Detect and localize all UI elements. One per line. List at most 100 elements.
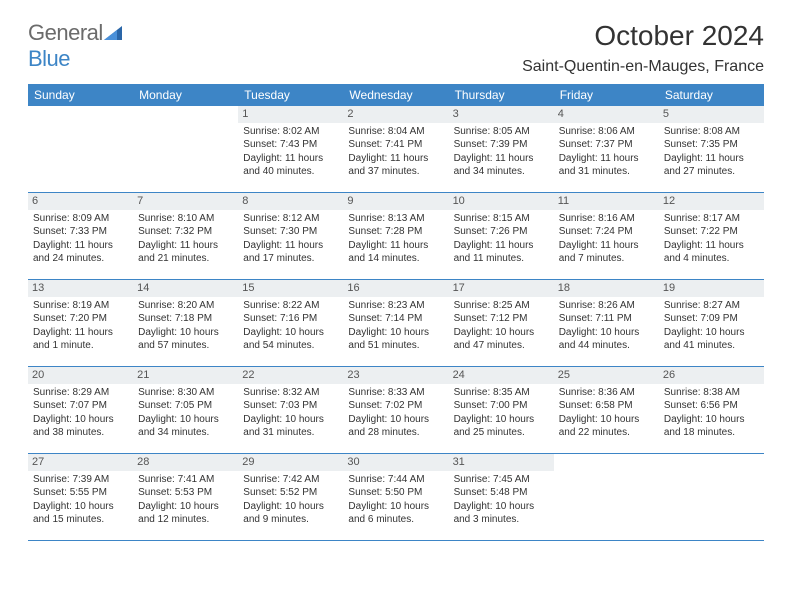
day-number: 19 bbox=[659, 280, 764, 297]
sunset-line: Sunset: 7:33 PM bbox=[33, 225, 128, 239]
daylight-line: Daylight: 11 hours and 34 minutes. bbox=[454, 152, 549, 179]
daylight-line: Daylight: 10 hours and 34 minutes. bbox=[138, 413, 233, 440]
weekday-monday: Monday bbox=[133, 84, 238, 106]
title-block: October 2024 Saint-Quentin-en-Mauges, Fr… bbox=[522, 20, 764, 76]
sunrise-line: Sunrise: 8:13 AM bbox=[348, 212, 443, 226]
weekday-header-row: SundayMondayTuesdayWednesdayThursdayFrid… bbox=[28, 84, 764, 106]
day-number: 1 bbox=[238, 106, 343, 123]
day-number: 27 bbox=[28, 454, 133, 471]
day-cell: 15Sunrise: 8:22 AMSunset: 7:16 PMDayligh… bbox=[238, 280, 343, 366]
daylight-line: Daylight: 10 hours and 12 minutes. bbox=[138, 500, 233, 527]
sunset-line: Sunset: 7:07 PM bbox=[33, 399, 128, 413]
sunrise-line: Sunrise: 8:27 AM bbox=[664, 299, 759, 313]
day-cell: 29Sunrise: 7:42 AMSunset: 5:52 PMDayligh… bbox=[238, 454, 343, 540]
day-cell: 7Sunrise: 8:10 AMSunset: 7:32 PMDaylight… bbox=[133, 193, 238, 279]
sunrise-line: Sunrise: 8:26 AM bbox=[559, 299, 654, 313]
month-title: October 2024 bbox=[522, 20, 764, 52]
sunrise-line: Sunrise: 8:30 AM bbox=[138, 386, 233, 400]
sunrise-line: Sunrise: 8:23 AM bbox=[348, 299, 443, 313]
sunset-line: Sunset: 7:30 PM bbox=[243, 225, 338, 239]
calendar-grid: SundayMondayTuesdayWednesdayThursdayFrid… bbox=[28, 84, 764, 541]
sunset-line: Sunset: 5:50 PM bbox=[348, 486, 443, 500]
day-cell: 26Sunrise: 8:38 AMSunset: 6:56 PMDayligh… bbox=[659, 367, 764, 453]
sunset-line: Sunset: 7:26 PM bbox=[454, 225, 549, 239]
sunrise-line: Sunrise: 8:16 AM bbox=[559, 212, 654, 226]
sunrise-line: Sunrise: 8:38 AM bbox=[664, 386, 759, 400]
day-number: 15 bbox=[238, 280, 343, 297]
daylight-line: Daylight: 11 hours and 11 minutes. bbox=[454, 239, 549, 266]
day-cell: 28Sunrise: 7:41 AMSunset: 5:53 PMDayligh… bbox=[133, 454, 238, 540]
sunset-line: Sunset: 7:41 PM bbox=[348, 138, 443, 152]
sunset-line: Sunset: 7:18 PM bbox=[138, 312, 233, 326]
weekday-saturday: Saturday bbox=[659, 84, 764, 106]
day-number: 2 bbox=[343, 106, 448, 123]
sunrise-line: Sunrise: 8:02 AM bbox=[243, 125, 338, 139]
day-number: 17 bbox=[449, 280, 554, 297]
calendar-weeks: 1 Sunrise: 8:02 AMSunset: 7:43 PM Daylight… bbox=[28, 106, 764, 541]
empty-cell bbox=[133, 106, 238, 192]
empty-cell bbox=[659, 454, 764, 540]
daylight-line: Daylight: 10 hours and 6 minutes. bbox=[348, 500, 443, 527]
day-cell: 6Sunrise: 8:09 AMSunset: 7:33 PMDaylight… bbox=[28, 193, 133, 279]
sunrise-line: Sunrise: 8:35 AM bbox=[454, 386, 549, 400]
sunset-line: Sunset: 7:05 PM bbox=[138, 399, 233, 413]
sunset-line: Sunset: 7:28 PM bbox=[348, 225, 443, 239]
sunrise-line: Sunrise: 8:05 AM bbox=[454, 125, 549, 139]
daylight-line: Daylight: 10 hours and 22 minutes. bbox=[559, 413, 654, 440]
day-cell: 11Sunrise: 8:16 AMSunset: 7:24 PMDayligh… bbox=[554, 193, 659, 279]
day-number: 24 bbox=[449, 367, 554, 384]
day-number: 4 bbox=[554, 106, 659, 123]
daylight-line: Daylight: 11 hours and 17 minutes. bbox=[243, 239, 338, 266]
sunset-line: Sunset: 7:03 PM bbox=[243, 399, 338, 413]
sunset-line: Sunset: 7:24 PM bbox=[559, 225, 654, 239]
sunrise-line: Sunrise: 7:39 AM bbox=[33, 473, 128, 487]
page-header: General Blue October 2024 Saint-Quentin-… bbox=[28, 20, 764, 76]
day-cell: 17Sunrise: 8:25 AMSunset: 7:12 PMDayligh… bbox=[449, 280, 554, 366]
day-number: 25 bbox=[554, 367, 659, 384]
day-number: 16 bbox=[343, 280, 448, 297]
weekday-tuesday: Tuesday bbox=[238, 84, 343, 106]
sunrise-line: Sunrise: 8:15 AM bbox=[454, 212, 549, 226]
day-cell: 13Sunrise: 8:19 AMSunset: 7:20 PMDayligh… bbox=[28, 280, 133, 366]
day-number: 30 bbox=[343, 454, 448, 471]
sunset-line: Sunset: 7:00 PM bbox=[454, 399, 549, 413]
sunset-line: Sunset: 7:11 PM bbox=[559, 312, 654, 326]
daylight-line: Daylight: 11 hours and 1 minute. bbox=[33, 326, 128, 353]
sunset-line: Sunset: 5:48 PM bbox=[454, 486, 549, 500]
sunrise-line: Sunrise: 8:10 AM bbox=[138, 212, 233, 226]
daylight-line: Daylight: 10 hours and 38 minutes. bbox=[33, 413, 128, 440]
sunrise-line: Sunrise: 8:04 AM bbox=[348, 125, 443, 139]
day-number: 13 bbox=[28, 280, 133, 297]
sunrise-line: Sunrise: 8:33 AM bbox=[348, 386, 443, 400]
week-row: 20Sunrise: 8:29 AMSunset: 7:07 PMDayligh… bbox=[28, 367, 764, 454]
day-number: 14 bbox=[133, 280, 238, 297]
day-number: 18 bbox=[554, 280, 659, 297]
sunset-line: Sunset: 7:43 PM bbox=[243, 138, 338, 152]
day-cell: 20Sunrise: 8:29 AMSunset: 7:07 PMDayligh… bbox=[28, 367, 133, 453]
sunset-line: Sunset: 7:35 PM bbox=[664, 138, 759, 152]
daylight-line: Daylight: 10 hours and 15 minutes. bbox=[33, 500, 128, 527]
sunrise-line: Sunrise: 8:25 AM bbox=[454, 299, 549, 313]
day-cell: 24Sunrise: 8:35 AMSunset: 7:00 PMDayligh… bbox=[449, 367, 554, 453]
daylight-line: Daylight: 10 hours and 44 minutes. bbox=[559, 326, 654, 353]
empty-cell bbox=[28, 106, 133, 192]
sunrise-line: Sunrise: 7:41 AM bbox=[138, 473, 233, 487]
sunrise-line: Sunrise: 8:36 AM bbox=[559, 386, 654, 400]
day-number: 5 bbox=[659, 106, 764, 123]
day-cell: 8Sunrise: 8:12 AMSunset: 7:30 PMDaylight… bbox=[238, 193, 343, 279]
sunset-line: Sunset: 7:22 PM bbox=[664, 225, 759, 239]
daylight-line: Daylight: 10 hours and 41 minutes. bbox=[664, 326, 759, 353]
week-row: 13Sunrise: 8:19 AMSunset: 7:20 PMDayligh… bbox=[28, 280, 764, 367]
day-number: 29 bbox=[238, 454, 343, 471]
weekday-wednesday: Wednesday bbox=[343, 84, 448, 106]
day-number: 6 bbox=[28, 193, 133, 210]
logo-text-general: General bbox=[28, 20, 103, 45]
weekday-friday: Friday bbox=[554, 84, 659, 106]
day-number: 12 bbox=[659, 193, 764, 210]
sunrise-line: Sunrise: 8:06 AM bbox=[559, 125, 654, 139]
day-cell: 18 Sunrise: 8:26 AMSunset: 7:11 PMDayligh… bbox=[554, 280, 659, 366]
daylight-line: Daylight: 11 hours and 37 minutes. bbox=[348, 152, 443, 179]
day-cell: 4Sunrise: 8:06 AMSunset: 7:37 PMDaylight… bbox=[554, 106, 659, 192]
day-number: 22 bbox=[238, 367, 343, 384]
location-label: Saint-Quentin-en-Mauges, France bbox=[522, 58, 764, 76]
